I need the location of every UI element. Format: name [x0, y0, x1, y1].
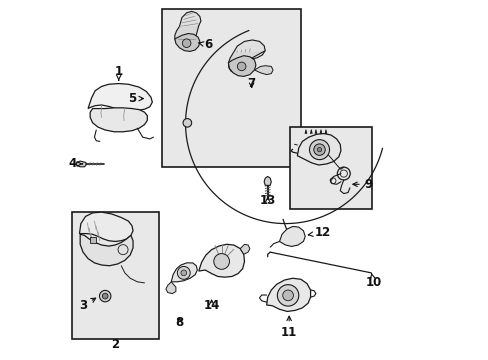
- PathPatch shape: [80, 212, 133, 242]
- PathPatch shape: [233, 40, 264, 59]
- PathPatch shape: [240, 244, 249, 254]
- PathPatch shape: [90, 108, 147, 132]
- PathPatch shape: [88, 84, 152, 111]
- Circle shape: [102, 293, 108, 299]
- PathPatch shape: [279, 226, 305, 247]
- Text: 10: 10: [365, 274, 381, 289]
- PathPatch shape: [254, 66, 272, 75]
- Circle shape: [99, 291, 111, 302]
- PathPatch shape: [228, 56, 255, 76]
- Circle shape: [183, 118, 191, 127]
- PathPatch shape: [266, 278, 310, 311]
- Text: 2: 2: [111, 338, 119, 351]
- Circle shape: [309, 140, 329, 159]
- PathPatch shape: [179, 12, 201, 30]
- Circle shape: [282, 290, 293, 301]
- Circle shape: [317, 148, 321, 152]
- Text: 14: 14: [203, 298, 220, 311]
- Text: 8: 8: [175, 316, 183, 329]
- Bar: [162, 9, 300, 167]
- Bar: [290, 127, 372, 208]
- PathPatch shape: [198, 244, 244, 277]
- PathPatch shape: [77, 161, 86, 167]
- PathPatch shape: [264, 176, 271, 185]
- Text: 9: 9: [352, 178, 372, 191]
- PathPatch shape: [175, 33, 200, 51]
- Text: 7: 7: [247, 77, 255, 90]
- Circle shape: [213, 253, 229, 269]
- Text: 5: 5: [127, 92, 143, 105]
- Text: 3: 3: [79, 298, 96, 312]
- Circle shape: [237, 62, 245, 71]
- PathPatch shape: [175, 26, 198, 46]
- Text: 1: 1: [115, 64, 122, 80]
- Text: 4: 4: [69, 157, 82, 170]
- Circle shape: [181, 270, 186, 276]
- Circle shape: [277, 285, 298, 306]
- Text: 6: 6: [198, 39, 212, 51]
- PathPatch shape: [90, 237, 96, 243]
- Text: 12: 12: [307, 226, 330, 239]
- Text: 13: 13: [259, 194, 275, 207]
- PathPatch shape: [165, 282, 176, 294]
- Circle shape: [313, 144, 325, 156]
- Circle shape: [177, 266, 190, 279]
- PathPatch shape: [171, 263, 197, 282]
- PathPatch shape: [297, 134, 340, 165]
- Circle shape: [182, 39, 190, 48]
- PathPatch shape: [80, 234, 133, 266]
- Bar: [72, 212, 159, 339]
- Text: 11: 11: [281, 316, 297, 339]
- PathPatch shape: [228, 51, 264, 73]
